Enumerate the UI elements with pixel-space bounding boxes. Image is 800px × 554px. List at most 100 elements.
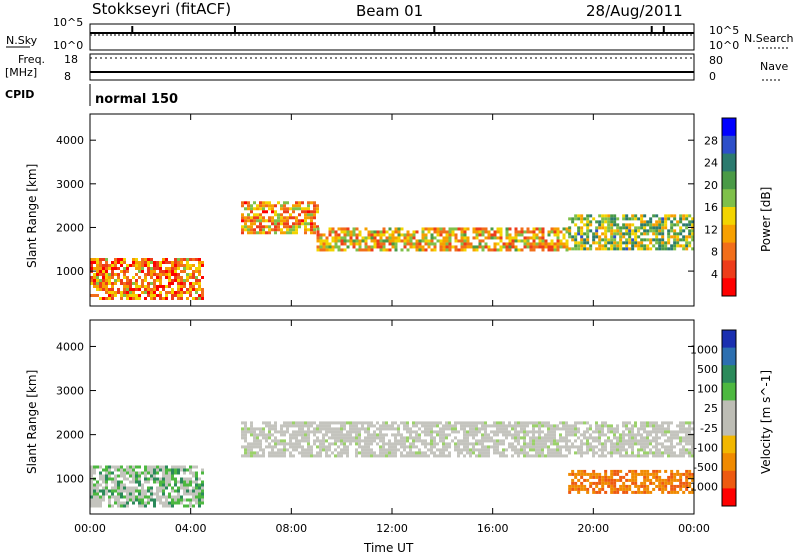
echo-cell [177, 258, 180, 261]
echo-cell [313, 225, 316, 229]
echo-cell [198, 297, 201, 300]
echo-cell [241, 454, 244, 458]
echo-cell [144, 279, 147, 282]
echo-cell [325, 239, 329, 243]
echo-cell [96, 261, 99, 264]
echo-cell [253, 219, 256, 223]
echo-cell [120, 480, 123, 484]
echo-cell [433, 227, 437, 231]
echo-cell [553, 436, 556, 440]
echo-cell [568, 235, 572, 239]
echo-cell [409, 427, 412, 431]
echo-cell [676, 424, 679, 428]
echo-cell [550, 451, 553, 455]
echo-cell [643, 223, 647, 227]
colorbar-cell [722, 453, 736, 472]
echo-cell [676, 223, 680, 227]
echo-cell [538, 430, 541, 434]
echo-cell [325, 245, 329, 249]
echo-cell [604, 235, 608, 239]
echo-cell [550, 430, 553, 434]
echo-cell [520, 227, 524, 231]
echo-cell [253, 445, 256, 449]
echo-cell [556, 445, 559, 449]
echo-cell [580, 469, 584, 473]
echo-cell [186, 498, 189, 502]
echo-cell [574, 451, 577, 455]
freq-right-bottom: 0 [709, 70, 716, 83]
echo-cell [304, 222, 307, 226]
echo-cell [108, 279, 111, 282]
echo-cell [147, 258, 150, 261]
echo-cell [241, 225, 244, 229]
echo-cell [433, 445, 436, 449]
freq-panel: Freq. [MHz] 18 8 80 0 Nave [5, 53, 788, 83]
echo-cell [301, 448, 304, 452]
echo-cell [111, 288, 114, 291]
echo-cell [670, 244, 674, 248]
echo-cell [93, 495, 96, 499]
echo-cell [135, 267, 138, 270]
echo-cell [526, 227, 530, 231]
echo-cell [183, 270, 186, 273]
echo-cell [361, 451, 364, 455]
echo-cell [400, 433, 403, 437]
echo-cell [682, 214, 686, 218]
echo-cell [192, 492, 195, 496]
echo-cell [322, 233, 326, 237]
echo-cell [120, 468, 123, 472]
echo-cell [304, 219, 307, 223]
echo-cell [538, 245, 542, 249]
echo-cell [673, 241, 677, 245]
echo-cell [661, 484, 665, 488]
echo-cell [670, 247, 674, 251]
echo-cell [364, 430, 367, 434]
echo-cell [604, 454, 607, 458]
echo-cell [304, 421, 307, 425]
echo-cell [189, 504, 192, 508]
echo-cell [117, 261, 120, 264]
echo-cell [451, 230, 455, 234]
echo-cell [532, 424, 535, 428]
echo-cell [138, 465, 141, 469]
echo-cell [90, 279, 93, 282]
echo-cell [334, 430, 337, 434]
echo-cell [481, 439, 484, 443]
echo-cell [688, 472, 692, 476]
echo-cell [682, 427, 685, 431]
echo-cell [637, 484, 641, 488]
echo-cell [99, 288, 102, 291]
echo-cell [643, 436, 646, 440]
echo-cell [535, 451, 538, 455]
echo-cell [652, 439, 655, 443]
echo-cell [108, 465, 111, 469]
echo-cell [280, 451, 283, 455]
echo-cell [198, 501, 201, 505]
echo-cell [454, 236, 458, 240]
echo-cell [126, 294, 129, 297]
echo-cell [247, 207, 250, 211]
echo-cell [511, 239, 515, 243]
echo-cell [244, 421, 247, 425]
echo-cell [475, 439, 478, 443]
echo-cell [664, 433, 667, 437]
echo-cell [364, 242, 368, 246]
echo-cell [670, 220, 674, 224]
echo-cell [649, 451, 652, 455]
echo-cell [418, 436, 421, 440]
echo-cell [162, 465, 165, 469]
echo-cell [192, 495, 195, 499]
echo-cell [162, 273, 165, 276]
echo-cell [150, 282, 153, 285]
echo-cell [490, 439, 493, 443]
x-tick-label: 16:00 [477, 522, 509, 535]
echo-cell [316, 230, 320, 234]
echo-cell [583, 430, 586, 434]
echo-cell [649, 448, 652, 452]
echo-cell [259, 204, 262, 208]
echo-cell [241, 228, 244, 232]
echo-cell [670, 445, 673, 449]
echo-cell [286, 207, 289, 211]
echo-cell [186, 273, 189, 276]
echo-cell [682, 238, 686, 242]
